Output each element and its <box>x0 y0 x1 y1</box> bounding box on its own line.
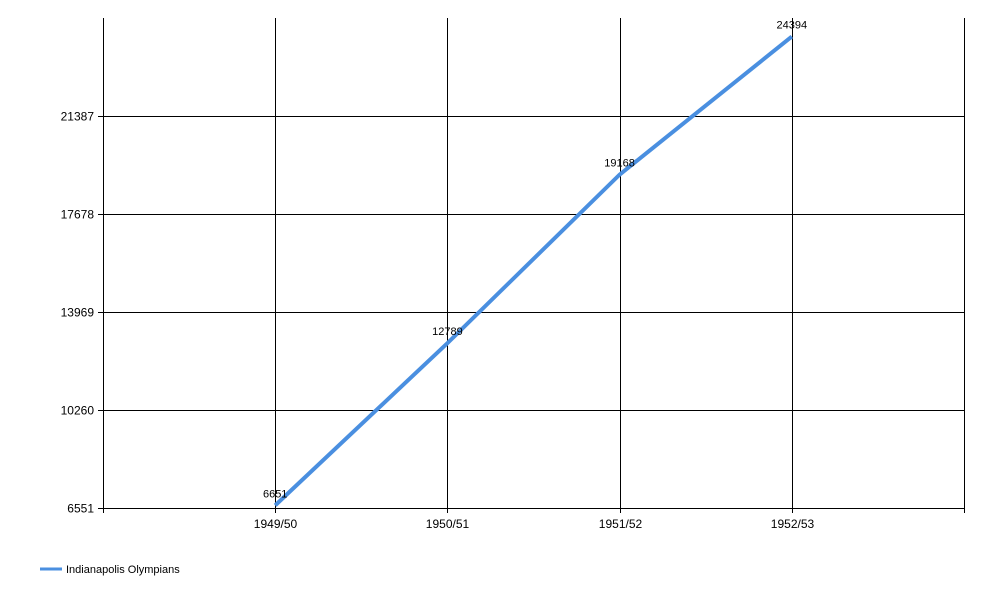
y-tick-label: 6551 <box>67 502 94 516</box>
grid <box>103 18 965 508</box>
x-tick-label: 1949/50 <box>254 517 298 531</box>
series-line <box>273 34 794 507</box>
x-tick-label: 1951/52 <box>599 517 643 531</box>
y-tick-label: 10260 <box>61 404 95 418</box>
data-labels: 6651 12789 19168 24394 <box>263 20 807 501</box>
y-tick-label: 17678 <box>61 208 95 222</box>
y-tick-label: 13969 <box>61 306 95 320</box>
series-layer <box>273 34 794 507</box>
legend: Indianapolis Olympians <box>40 564 180 576</box>
data-label: 19168 <box>604 158 635 170</box>
y-tick-label: 21387 <box>61 110 95 124</box>
data-label: 6651 <box>263 488 287 500</box>
x-tick-label: 1950/51 <box>426 517 470 531</box>
data-label: 12789 <box>432 326 463 338</box>
legend-label: Indianapolis Olympians <box>66 564 180 576</box>
x-tick-label: 1952/53 <box>771 517 815 531</box>
data-label: 24394 <box>777 20 808 32</box>
axes: 6551 10260 13969 17678 21387 1949/50 1950/51 19… <box>61 18 965 531</box>
